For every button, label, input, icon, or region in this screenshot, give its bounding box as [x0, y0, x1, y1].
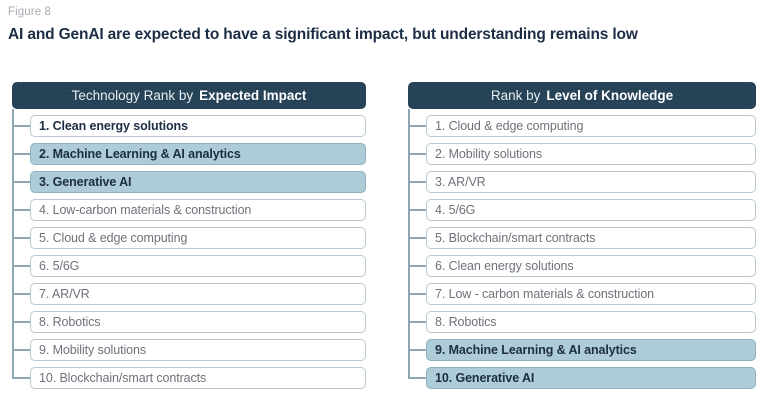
- column-header-prefix: Rank by: [490, 88, 541, 103]
- rank-row[interactable]: 3. AR/VR: [426, 171, 756, 193]
- rank-row-label: 1. Cloud & edge computing: [435, 119, 584, 133]
- connector-branch: [12, 237, 31, 239]
- rank-list-expected-impact: 1. Clean energy solutions 2. Machine Lear…: [30, 115, 366, 395]
- rank-row-label: 1. Clean energy solutions: [39, 119, 188, 133]
- connector-branch: [408, 265, 427, 267]
- connector-branch: [408, 321, 427, 323]
- rank-row-label: 8. Robotics: [39, 315, 101, 329]
- column-header-emphasis: Expected Impact: [199, 88, 307, 103]
- connector-branch: [12, 209, 31, 211]
- rank-row[interactable]: 7. AR/VR: [30, 283, 366, 305]
- rank-row[interactable]: 6. 5/6G: [30, 255, 366, 277]
- rank-row[interactable]: 4. Low-carbon materials & construction: [30, 199, 366, 221]
- rank-row[interactable]: 9. Mobility solutions: [30, 339, 366, 361]
- column-header-emphasis: Level of Knowledge: [546, 88, 674, 103]
- rank-row-label: 5. Cloud & edge computing: [39, 231, 188, 245]
- rank-row-label: 6. Clean energy solutions: [435, 259, 574, 273]
- rank-row-label: 2. Mobility solutions: [435, 147, 542, 161]
- rank-row[interactable]: 10. Blockchain/smart contracts: [30, 367, 366, 389]
- rank-row-label: 2. Machine Learning & AI analytics: [39, 147, 241, 161]
- connector-branch: [12, 265, 31, 267]
- rank-row[interactable]: 5. Cloud & edge computing: [30, 227, 366, 249]
- column-header-level-of-knowledge: Rank by Level of Knowledge: [408, 82, 756, 109]
- connector-branch: [12, 349, 31, 351]
- column-header-expected-impact: Technology Rank by Expected Impact: [12, 82, 366, 109]
- connector-branch: [12, 377, 31, 379]
- column-header-prefix: Technology Rank by: [71, 88, 194, 103]
- rank-row-label: 4. Low-carbon materials & construction: [39, 203, 252, 217]
- rank-row-label: 6. 5/6G: [39, 259, 80, 273]
- connector-branch: [408, 293, 427, 295]
- rank-list-level-of-knowledge: 1. Cloud & edge computing 2. Mobility sol…: [426, 115, 756, 395]
- connector-branch: [408, 377, 427, 379]
- rank-row[interactable]: 1. Cloud & edge computing: [426, 115, 756, 137]
- rank-row[interactable]: 8. Robotics: [30, 311, 366, 333]
- column-expected-impact: Technology Rank by Expected Impact 1. Cl…: [12, 82, 366, 389]
- rank-row[interactable]: 3. Generative AI: [30, 171, 366, 193]
- connector-branch: [408, 181, 427, 183]
- connector-branch: [408, 125, 427, 127]
- figure-title: AI and GenAI are expected to have a sign…: [8, 26, 638, 43]
- connector-branch: [408, 237, 427, 239]
- rank-row[interactable]: 5. Blockchain/smart contracts: [426, 227, 756, 249]
- figure-caption-label: Figure 8: [8, 6, 51, 18]
- connector-branch: [12, 321, 31, 323]
- connector-spine-left: [12, 109, 14, 378]
- rank-row-label: 9. Machine Learning & AI analytics: [435, 343, 637, 357]
- rank-row[interactable]: 10. Generative AI: [426, 367, 756, 389]
- connector-spine-right: [408, 109, 410, 378]
- connector-branch: [408, 349, 427, 351]
- rank-row-label: 7. AR/VR: [39, 287, 90, 301]
- rank-row-label: 9. Mobility solutions: [39, 343, 146, 357]
- rank-row[interactable]: 2. Mobility solutions: [426, 143, 756, 165]
- connector-branch: [12, 181, 31, 183]
- rank-row-label: 3. AR/VR: [435, 175, 486, 189]
- rank-row[interactable]: 4. 5/6G: [426, 199, 756, 221]
- rank-row-label: 5. Blockchain/smart contracts: [435, 231, 596, 245]
- rank-row[interactable]: 7. Low - carbon materials & construction: [426, 283, 756, 305]
- rank-row-label: 10. Blockchain/smart contracts: [39, 371, 207, 385]
- rank-row-label: 3. Generative AI: [39, 175, 132, 189]
- rank-row[interactable]: 8. Robotics: [426, 311, 756, 333]
- rank-row[interactable]: 1. Clean energy solutions: [30, 115, 366, 137]
- connector-branch: [408, 209, 427, 211]
- rank-row[interactable]: 6. Clean energy solutions: [426, 255, 756, 277]
- column-level-of-knowledge: Rank by Level of Knowledge 1. Cloud & ed…: [408, 82, 756, 389]
- connector-branch: [408, 153, 427, 155]
- rank-row-label: 4. 5/6G: [435, 203, 476, 217]
- rank-row[interactable]: 2. Machine Learning & AI analytics: [30, 143, 366, 165]
- rank-row[interactable]: 9. Machine Learning & AI analytics: [426, 339, 756, 361]
- connector-branch: [12, 153, 31, 155]
- rank-row-label: 10. Generative AI: [435, 371, 535, 385]
- connector-branch: [12, 293, 31, 295]
- rank-row-label: 8. Robotics: [435, 315, 497, 329]
- connector-branch: [12, 125, 31, 127]
- rank-row-label: 7. Low - carbon materials & construction: [435, 287, 655, 301]
